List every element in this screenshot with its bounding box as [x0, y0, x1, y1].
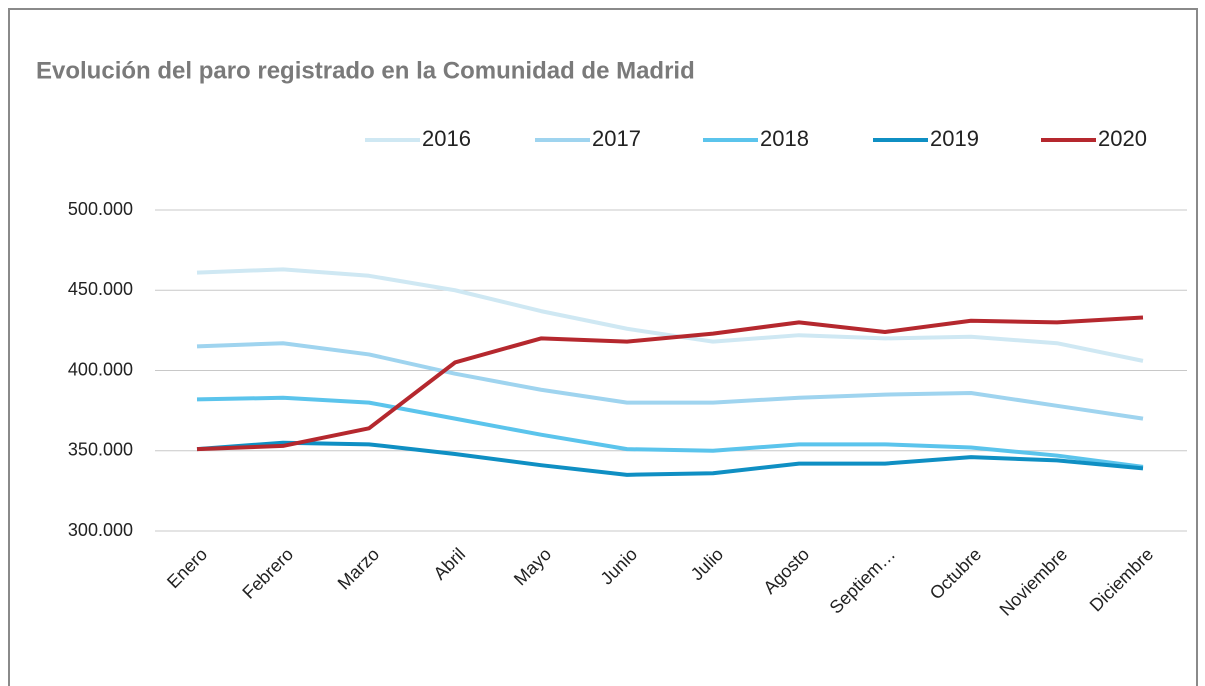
y-tick-label: 350.000 — [68, 440, 133, 460]
x-tick-label: Diciembre — [1086, 544, 1157, 615]
legend-label: 2017 — [592, 126, 641, 151]
series-line — [196, 267, 1144, 363]
series-line — [196, 395, 1144, 469]
x-tick-label: Octubre — [926, 544, 985, 603]
legend-label: 2020 — [1098, 126, 1147, 151]
x-tick-label: Abril — [430, 544, 470, 584]
series-line — [196, 440, 1144, 477]
x-tick-label: Junio — [597, 544, 642, 589]
x-tick-label: Septiem… — [826, 544, 900, 618]
y-tick-label: 450.000 — [68, 279, 133, 299]
y-tick-label: 300.000 — [68, 520, 133, 540]
x-tick-label: Noviembre — [996, 544, 1072, 620]
series-line — [196, 315, 1144, 452]
y-tick-label: 400.000 — [68, 359, 133, 379]
x-tick-label: Enero — [163, 544, 211, 592]
series-line — [196, 341, 1144, 421]
x-tick-label: Mayo — [510, 544, 555, 589]
legend-label: 2018 — [760, 126, 809, 151]
x-tick-label: Agosto — [759, 544, 813, 598]
x-tick-label: Marzo — [334, 544, 384, 594]
y-tick-label: 500.000 — [68, 199, 133, 219]
frame — [8, 8, 1198, 686]
x-tick-label: Julio — [687, 544, 727, 584]
x-tick-label: Febrero — [238, 544, 297, 603]
legend-label: 2016 — [422, 126, 471, 151]
legend-label: 2019 — [930, 126, 979, 151]
chart-title: Evolución del paro registrado en la Comu… — [36, 57, 695, 84]
